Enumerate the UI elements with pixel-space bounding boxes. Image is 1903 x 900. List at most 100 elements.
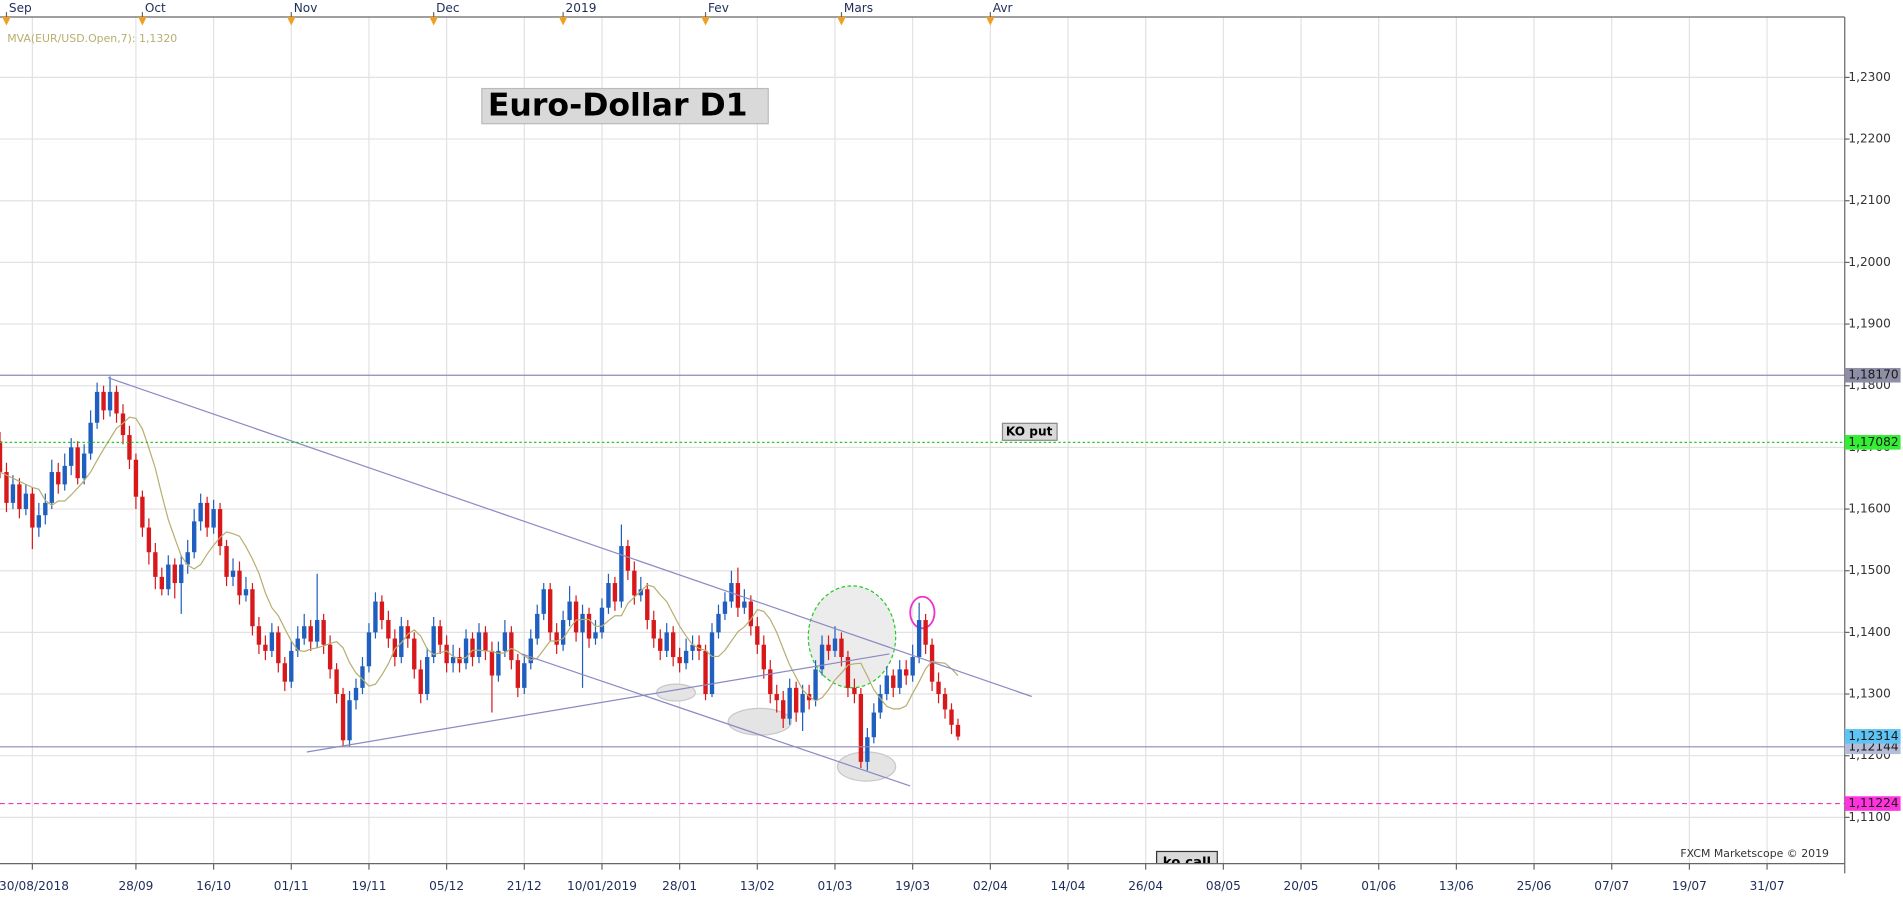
candle-body <box>334 669 339 695</box>
candle-body <box>651 620 656 639</box>
month-marker <box>986 16 995 26</box>
price-level-box <box>1844 367 1901 383</box>
candle-body <box>340 694 346 741</box>
candle-body <box>580 613 585 633</box>
x-tick-label: 19/11 <box>351 879 386 893</box>
candle-body <box>146 527 152 553</box>
month-marker <box>558 16 568 26</box>
candle-body <box>813 669 818 701</box>
month-label: Dec <box>436 1 459 15</box>
candle-body <box>114 391 119 414</box>
candle-body <box>515 660 521 688</box>
candle-body <box>463 638 469 664</box>
candle-body <box>606 583 611 608</box>
candle-body <box>392 638 398 658</box>
candle-body <box>159 576 165 590</box>
candle-body <box>120 413 126 436</box>
candle-body <box>826 644 831 651</box>
candle-body <box>153 552 158 577</box>
candle-body <box>522 663 527 688</box>
candle-body <box>541 589 546 614</box>
candle-body <box>256 626 262 645</box>
candle-body <box>185 552 190 565</box>
candle-body <box>437 626 443 645</box>
candle-body <box>502 632 508 651</box>
candle-body <box>198 502 203 522</box>
candle-body <box>929 644 935 682</box>
x-tick-label: 02/04 <box>973 879 1008 893</box>
candle-body <box>373 601 378 633</box>
candle-body <box>897 669 902 688</box>
candle-body <box>179 564 184 584</box>
candle-body <box>496 650 501 676</box>
x-tick-label: 16/10 <box>196 879 231 893</box>
candle-body <box>62 465 67 485</box>
candle-body <box>399 626 404 658</box>
x-tick-label: 30/08/2018 <box>0 879 69 893</box>
candle-body <box>237 570 242 596</box>
price-level-label: 1,11224 <box>1848 796 1898 810</box>
candle-body <box>774 694 779 701</box>
month-label: Nov <box>294 1 318 15</box>
x-tick-label: 19/07 <box>1672 879 1707 893</box>
candle-body <box>49 472 54 503</box>
month-label: Mars <box>844 1 873 15</box>
candle-body <box>761 644 766 670</box>
candle-body <box>230 570 236 577</box>
candle-body <box>211 509 216 528</box>
candle-body <box>133 459 139 497</box>
candle-body <box>664 632 669 651</box>
x-tick-label: 19/03 <box>895 879 930 893</box>
x-tick-label: 13/06 <box>1439 879 1474 893</box>
candle-body <box>612 583 618 602</box>
month-label: 2019 <box>566 1 597 15</box>
candle-body <box>476 632 482 658</box>
candle-body <box>94 391 100 423</box>
month-label: Fev <box>708 1 729 15</box>
candle-body <box>535 613 540 639</box>
candle-body <box>658 638 663 651</box>
candle-body <box>586 613 592 639</box>
candle-body <box>742 601 747 608</box>
candle-body <box>308 626 313 642</box>
candle-body <box>276 632 281 664</box>
candle-body <box>884 675 889 695</box>
price-level-label: 1,17082 <box>1848 435 1898 449</box>
candle-body <box>632 570 637 596</box>
candle-body <box>683 650 689 664</box>
candle-body <box>4 472 9 503</box>
candle-body <box>625 546 631 571</box>
candle-body <box>865 737 870 762</box>
annotation-box <box>1001 422 1058 441</box>
candle-body <box>573 601 579 633</box>
x-tick-label: 07/07 <box>1594 879 1629 893</box>
candle-body <box>509 632 514 661</box>
candle-body <box>839 638 844 658</box>
price-level-box <box>1844 796 1901 811</box>
candle-body <box>69 447 74 466</box>
indicator-label: MVA(EUR/USD.Open,7): 1,1320 <box>7 32 177 45</box>
candle-body <box>360 666 365 688</box>
y-tick-label: 1,2200 <box>1848 132 1890 146</box>
candle-body <box>17 484 22 510</box>
month-strip <box>0 0 1903 17</box>
x-tick-label: 14/04 <box>1051 879 1086 893</box>
trend-line <box>306 653 890 753</box>
candle-body <box>670 632 676 658</box>
y-tick-label: 1,1400 <box>1848 625 1890 639</box>
candle-body <box>10 484 16 503</box>
candle-body <box>140 496 145 528</box>
x-tick-label: 28/09 <box>118 879 153 893</box>
candle-body <box>910 657 915 676</box>
candle-body <box>949 709 954 725</box>
candle-body <box>638 589 643 596</box>
candle-body <box>353 687 359 701</box>
candle-body <box>528 638 533 664</box>
month-label: Sep <box>9 1 32 15</box>
price-level-box <box>1844 729 1901 744</box>
x-tick-label: 01/11 <box>274 879 309 893</box>
candle-body <box>450 657 456 664</box>
candle-body <box>845 657 851 688</box>
